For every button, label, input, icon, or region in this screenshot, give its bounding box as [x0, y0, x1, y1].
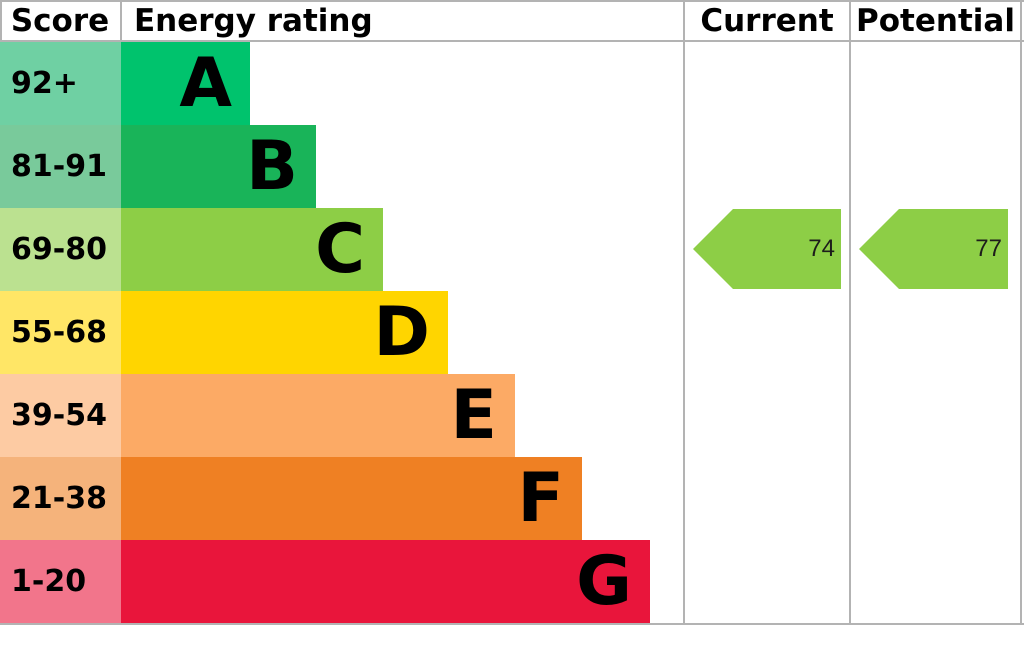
- band-letter: D: [373, 293, 430, 372]
- rating-band-bar: F: [121, 457, 582, 540]
- rating-band-bar: G: [121, 540, 650, 623]
- score-range-cell: 21-38: [0, 457, 121, 540]
- header-divider-line: [0, 40, 1024, 42]
- score-range-cell: 1-20: [0, 540, 121, 623]
- score-range-cell: 39-54: [0, 374, 121, 457]
- potential-column-header: Potential: [856, 3, 1015, 39]
- potential-rating-value: 77: [975, 235, 1002, 262]
- current-column-header: Current: [700, 3, 834, 39]
- top-border-line: [0, 0, 1024, 2]
- band-letter: A: [179, 44, 232, 123]
- rating-band-bar: E: [121, 374, 515, 457]
- band-letter: E: [450, 376, 497, 455]
- energy-rating-column-header: Energy rating: [134, 3, 373, 39]
- score-range-cell: 92+: [0, 42, 121, 125]
- rating-band-bar: C: [121, 208, 383, 291]
- bottom-border-line: [0, 623, 1024, 625]
- score-column-divider: [120, 0, 122, 42]
- right-border-line: [1020, 0, 1022, 625]
- header-left-border: [0, 0, 2, 42]
- score-range-cell: 81-91: [0, 125, 121, 208]
- score-range-cell: 69-80: [0, 208, 121, 291]
- potential-rating-arrow: 77: [859, 209, 1008, 289]
- rating-band-bar: B: [121, 125, 316, 208]
- current-column-divider: [683, 0, 685, 625]
- rating-band-bar: A: [121, 42, 250, 125]
- score-column-header: Score: [10, 3, 110, 39]
- band-letter: C: [315, 210, 365, 289]
- rating-band-bar: D: [121, 291, 448, 374]
- current-rating-arrow: 74: [693, 209, 841, 289]
- potential-column-divider: [849, 0, 851, 625]
- band-letter: G: [576, 542, 632, 621]
- score-range-cell: 55-68: [0, 291, 121, 374]
- band-letter: B: [246, 127, 298, 206]
- band-letter: F: [517, 459, 564, 538]
- current-rating-value: 74: [808, 235, 835, 262]
